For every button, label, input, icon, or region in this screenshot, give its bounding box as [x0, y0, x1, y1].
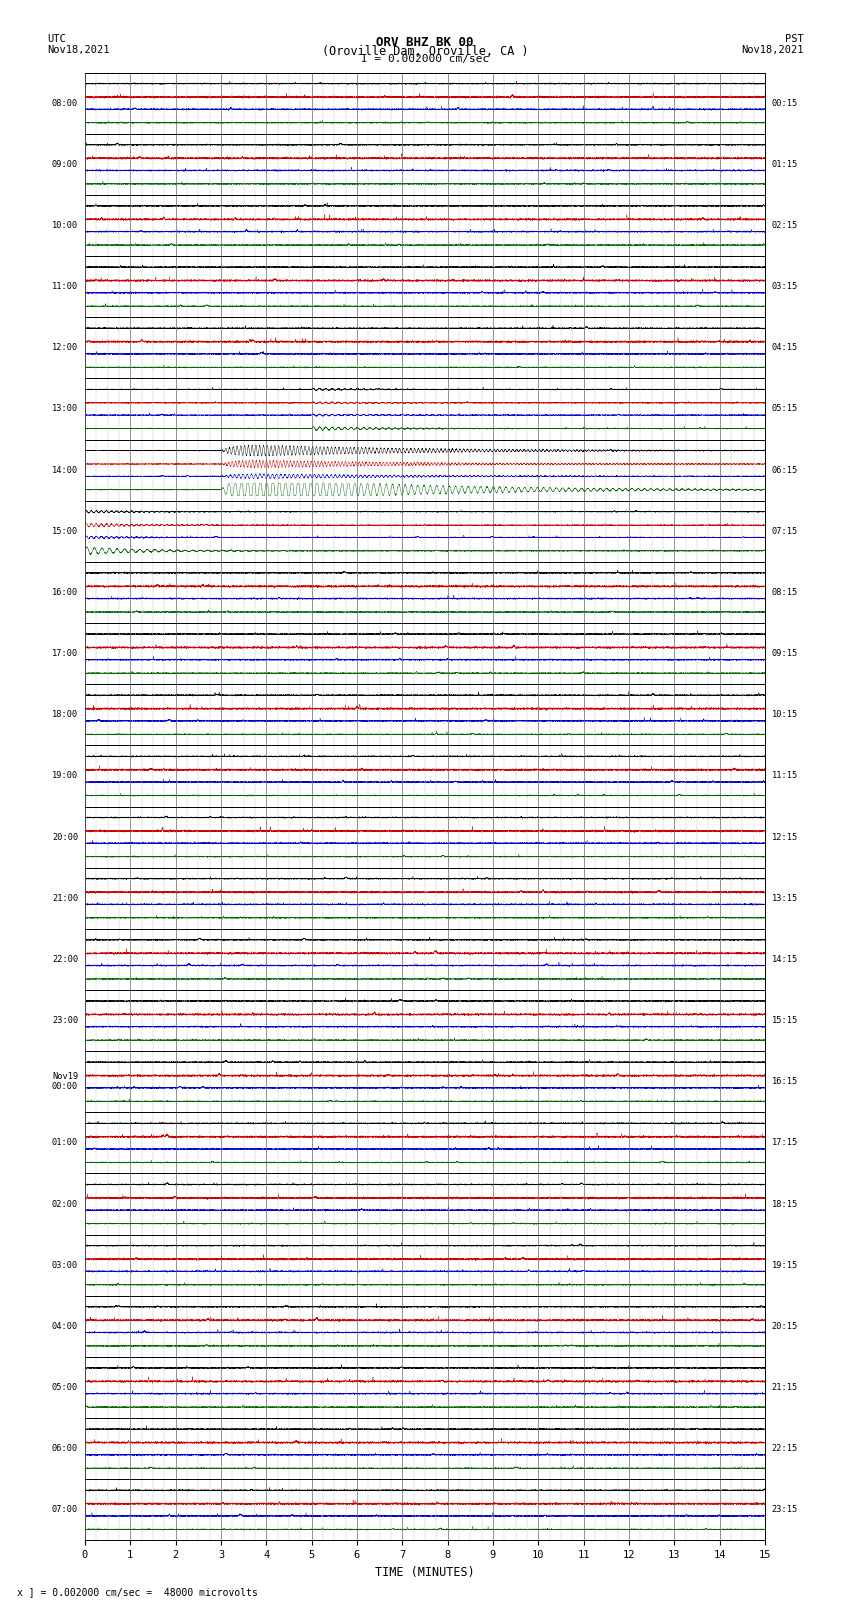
- Text: 23:00: 23:00: [52, 1016, 78, 1024]
- Text: 02:15: 02:15: [772, 221, 798, 231]
- Text: 03:15: 03:15: [772, 282, 798, 290]
- Text: UTC
Nov18,2021: UTC Nov18,2021: [47, 34, 110, 55]
- Text: 11:00: 11:00: [52, 282, 78, 290]
- Text: 21:15: 21:15: [772, 1382, 798, 1392]
- Text: 01:00: 01:00: [52, 1139, 78, 1147]
- Text: 13:15: 13:15: [772, 894, 798, 903]
- Text: 17:00: 17:00: [52, 648, 78, 658]
- Text: 02:00: 02:00: [52, 1200, 78, 1208]
- Text: 00:15: 00:15: [772, 98, 798, 108]
- Text: 10:00: 10:00: [52, 221, 78, 231]
- Text: 05:00: 05:00: [52, 1382, 78, 1392]
- Text: 08:15: 08:15: [772, 589, 798, 597]
- X-axis label: TIME (MINUTES): TIME (MINUTES): [375, 1566, 475, 1579]
- Text: 06:15: 06:15: [772, 466, 798, 474]
- Text: Nov19
00:00: Nov19 00:00: [52, 1073, 78, 1092]
- Text: 09:15: 09:15: [772, 648, 798, 658]
- Text: 07:15: 07:15: [772, 527, 798, 536]
- Text: 14:15: 14:15: [772, 955, 798, 965]
- Text: 15:15: 15:15: [772, 1016, 798, 1024]
- Text: 15:00: 15:00: [52, 527, 78, 536]
- Text: 22:15: 22:15: [772, 1444, 798, 1453]
- Text: 17:15: 17:15: [772, 1139, 798, 1147]
- Text: 22:00: 22:00: [52, 955, 78, 965]
- Text: 16:15: 16:15: [772, 1077, 798, 1086]
- Text: 19:15: 19:15: [772, 1261, 798, 1269]
- Text: x ] = 0.002000 cm/sec =  48000 microvolts: x ] = 0.002000 cm/sec = 48000 microvolts: [17, 1587, 258, 1597]
- Text: 21:00: 21:00: [52, 894, 78, 903]
- Text: 10:15: 10:15: [772, 710, 798, 719]
- Text: PST
Nov18,2021: PST Nov18,2021: [740, 34, 803, 55]
- Text: 12:15: 12:15: [772, 832, 798, 842]
- Text: I = 0.002000 cm/sec: I = 0.002000 cm/sec: [361, 53, 489, 65]
- Text: 03:00: 03:00: [52, 1261, 78, 1269]
- Text: 14:00: 14:00: [52, 466, 78, 474]
- Text: 04:00: 04:00: [52, 1323, 78, 1331]
- Text: 05:15: 05:15: [772, 405, 798, 413]
- Text: 20:00: 20:00: [52, 832, 78, 842]
- Text: 18:00: 18:00: [52, 710, 78, 719]
- Text: 08:00: 08:00: [52, 98, 78, 108]
- Text: 16:00: 16:00: [52, 589, 78, 597]
- Text: 12:00: 12:00: [52, 344, 78, 352]
- Text: 18:15: 18:15: [772, 1200, 798, 1208]
- Text: 07:00: 07:00: [52, 1505, 78, 1515]
- Text: 09:00: 09:00: [52, 160, 78, 169]
- Text: ORV BHZ BK 00: ORV BHZ BK 00: [377, 37, 473, 50]
- Text: 23:15: 23:15: [772, 1505, 798, 1515]
- Text: 04:15: 04:15: [772, 344, 798, 352]
- Text: 01:15: 01:15: [772, 160, 798, 169]
- Text: 19:00: 19:00: [52, 771, 78, 781]
- Text: 13:00: 13:00: [52, 405, 78, 413]
- Text: 20:15: 20:15: [772, 1323, 798, 1331]
- Text: 06:00: 06:00: [52, 1444, 78, 1453]
- Text: 11:15: 11:15: [772, 771, 798, 781]
- Text: (Oroville Dam, Oroville, CA ): (Oroville Dam, Oroville, CA ): [321, 45, 529, 58]
